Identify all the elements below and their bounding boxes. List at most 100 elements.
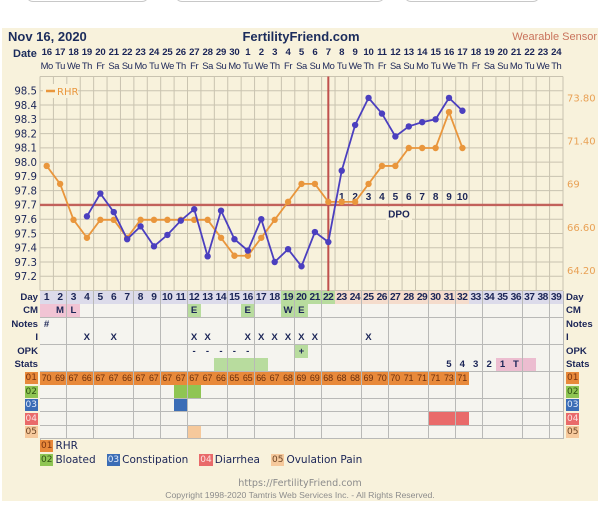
notes-cell[interactable]	[227, 317, 242, 332]
symptom-04-cell[interactable]	[281, 412, 296, 426]
cm-cell[interactable]	[120, 304, 135, 319]
symptom-04-cell[interactable]	[388, 412, 403, 426]
temperature-data-point[interactable]	[97, 190, 104, 197]
symptom-01-cell[interactable]: 70	[375, 371, 390, 386]
day-cell[interactable]: 18	[267, 291, 282, 305]
opk-cell[interactable]	[40, 344, 54, 359]
rhr-data-point[interactable]	[164, 216, 171, 224]
rhr-data-point[interactable]	[311, 180, 319, 188]
symptom-03-cell[interactable]	[147, 398, 162, 413]
symptom-02-cell[interactable]	[107, 385, 122, 399]
temperature-data-point[interactable]	[204, 253, 211, 260]
symptom-02-cell[interactable]	[361, 385, 376, 399]
symptom-02-cell[interactable]	[187, 385, 202, 399]
symptom-02-cell[interactable]	[200, 385, 215, 399]
symptom-03-cell[interactable]	[415, 398, 430, 413]
cm-cell[interactable]	[482, 304, 497, 319]
symptom-04-cell[interactable]	[214, 412, 229, 426]
intercourse-cell[interactable]	[147, 331, 162, 346]
opk-cell[interactable]: +	[294, 344, 309, 359]
rhr-data-point[interactable]	[271, 216, 278, 224]
symptom-02-cell[interactable]	[509, 385, 524, 399]
symptom-05-cell[interactable]	[200, 425, 215, 440]
intercourse-cell[interactable]	[469, 331, 484, 346]
rhr-data-point[interactable]	[432, 144, 439, 152]
symptom-01-cell[interactable]: 68	[281, 371, 296, 386]
symptom-04-cell[interactable]	[455, 412, 470, 426]
opk-cell[interactable]	[549, 344, 564, 359]
symptom-05-cell[interactable]	[281, 425, 296, 440]
notes-cell[interactable]	[469, 317, 484, 332]
opk-cell[interactable]	[428, 344, 443, 359]
day-cell[interactable]: 1	[40, 291, 54, 305]
symptom-03-cell[interactable]	[120, 398, 135, 413]
intercourse-cell[interactable]	[214, 331, 229, 346]
symptom-02-cell[interactable]	[348, 385, 363, 399]
cm-cell[interactable]	[214, 304, 229, 319]
notes-cell[interactable]	[53, 317, 68, 332]
cm-cell[interactable]	[375, 304, 390, 319]
temperature-data-point[interactable]	[258, 216, 265, 223]
symptom-03-cell[interactable]	[442, 398, 457, 413]
day-cell[interactable]: 2	[53, 291, 68, 305]
symptom-03-cell[interactable]	[495, 398, 510, 413]
symptom-01-cell[interactable]	[482, 371, 497, 386]
rhr-data-point[interactable]	[365, 180, 372, 188]
day-cell[interactable]: 29	[415, 291, 430, 305]
opk-cell[interactable]	[415, 344, 430, 359]
cm-cell[interactable]	[40, 304, 54, 319]
notes-cell[interactable]	[522, 317, 537, 332]
notes-cell[interactable]	[335, 317, 350, 332]
notes-cell[interactable]: #	[40, 317, 54, 332]
symptom-05-cell[interactable]	[40, 425, 54, 440]
symptom-05-cell[interactable]	[254, 425, 269, 440]
intercourse-cell[interactable]	[495, 331, 510, 346]
symptom-05-cell[interactable]	[294, 425, 309, 440]
temperature-data-point[interactable]	[284, 245, 292, 253]
day-cell[interactable]: 21	[308, 291, 323, 305]
symptom-02-cell[interactable]	[549, 385, 564, 399]
symptom-02-cell[interactable]	[335, 385, 350, 399]
symptom-05-cell[interactable]	[455, 425, 470, 440]
symptom-05-cell[interactable]	[402, 425, 417, 440]
symptom-02-cell[interactable]	[482, 385, 497, 399]
intercourse-cell[interactable]	[348, 331, 363, 346]
temperature-data-point[interactable]	[271, 258, 278, 266]
symptom-03-cell[interactable]	[361, 398, 376, 413]
stats-cell[interactable]	[200, 358, 215, 373]
symptom-02-cell[interactable]	[321, 385, 336, 399]
intercourse-cell[interactable]	[482, 331, 497, 346]
symptom-04-cell[interactable]	[254, 412, 269, 426]
temperature-data-point[interactable]	[164, 231, 171, 239]
notes-cell[interactable]	[80, 317, 95, 332]
symptom-03-cell[interactable]	[133, 398, 148, 413]
stats-cell[interactable]	[522, 358, 537, 373]
temperature-data-point[interactable]	[351, 121, 359, 129]
symptom-04-cell[interactable]	[428, 412, 443, 426]
symptom-04-cell[interactable]	[536, 412, 551, 426]
day-cell[interactable]: 25	[361, 291, 376, 305]
day-cell[interactable]: 24	[348, 291, 363, 305]
symptom-02-cell[interactable]	[147, 385, 162, 399]
cm-cell[interactable]	[227, 304, 242, 319]
day-cell[interactable]: 30	[428, 291, 443, 305]
stats-cell[interactable]	[308, 358, 323, 373]
symptom-03-cell[interactable]	[267, 398, 282, 413]
notes-cell[interactable]	[482, 317, 497, 332]
stats-cell[interactable]	[93, 358, 108, 373]
notes-cell[interactable]	[267, 317, 282, 332]
symptom-01-cell[interactable]: 65	[241, 371, 256, 386]
symptom-05-cell[interactable]	[174, 425, 189, 440]
rhr-data-point[interactable]	[378, 162, 386, 170]
notes-cell[interactable]	[509, 317, 524, 332]
intercourse-cell[interactable]: X	[80, 331, 95, 346]
cm-cell[interactable]	[442, 304, 457, 319]
intercourse-cell[interactable]	[415, 331, 430, 346]
symptom-01-cell[interactable]: 67	[107, 371, 122, 386]
stats-cell[interactable]	[428, 358, 443, 373]
opk-cell[interactable]	[93, 344, 108, 359]
symptom-04-cell[interactable]	[66, 412, 81, 426]
symptom-01-cell[interactable]	[549, 371, 564, 386]
intercourse-cell[interactable]: X	[361, 331, 376, 346]
symptom-02-cell[interactable]	[442, 385, 457, 399]
